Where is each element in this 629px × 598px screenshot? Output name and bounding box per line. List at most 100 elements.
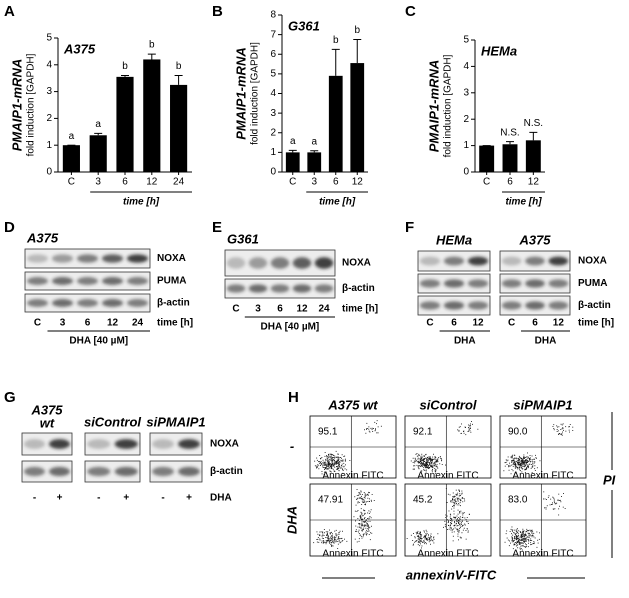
flow-dot [465,434,467,436]
flow-dot [515,463,516,465]
lane-label: - [97,493,100,504]
flow-dot [456,494,457,496]
flow-dot [524,536,525,538]
flow-dot [456,519,458,521]
flow-dot [524,546,526,547]
flow-dot [332,463,334,465]
flow-dot [458,504,460,506]
flow-dot [553,498,555,500]
flow-dot [520,548,522,550]
flow-dot [456,520,458,522]
flow-dot [518,459,520,461]
flow-dot [454,496,456,497]
flow-dot [355,530,356,532]
flow-dot [415,453,417,455]
flow-dot [467,521,469,523]
flow-dot [324,463,326,465]
flow-dot [360,490,362,492]
flow-dot [430,537,432,539]
flow-dot [449,526,451,528]
flow-dot [330,542,332,544]
flow-dot [336,466,337,467]
error-bar [94,132,103,136]
flow-dot [429,462,430,464]
plot-axis-label: Annexin FITC [512,471,573,482]
flow-dot [429,464,431,466]
flow-dot [414,536,416,538]
flow-dot [513,538,515,540]
flow-dot [421,541,423,543]
blot-strip [149,432,203,456]
flow-dot [528,466,529,467]
flow-dot [455,520,457,522]
blot-band [114,466,138,477]
flow-dot [517,541,519,543]
flow-dot [362,515,364,517]
flow-dot [362,528,364,530]
flow-dot [335,461,337,462]
flow-dot [329,538,330,540]
flow-dot [425,467,427,469]
flow-dot [520,542,522,544]
flow-dot [452,497,453,499]
flow-dot [450,520,451,521]
flow-dot [515,531,517,532]
bar [328,75,343,172]
flow-dot [328,463,329,465]
flow-dot [336,459,338,461]
flow-dot [361,518,363,520]
flow-dot [520,540,522,542]
flow-dot [321,471,323,472]
flow-dot [357,526,359,528]
flow-dot [519,548,521,550]
flow-dot [335,529,337,531]
flow-dot [519,457,521,459]
flow-dot [361,537,363,539]
flow-dot [427,463,429,465]
flow-dot [432,465,434,467]
flow-dot [316,457,318,459]
flow-dot [332,465,334,467]
flow-dot [356,541,358,543]
flow-dot [367,523,368,525]
flow-dot [368,430,370,432]
flow-dot [366,494,368,495]
flow-dot [450,527,452,529]
flow-dot [517,537,518,539]
flow-dot [467,531,469,533]
flow-dot [329,463,331,465]
flow-dot [356,498,358,500]
flow-dot [417,461,419,463]
flow-dot [454,525,456,527]
flow-dot [324,464,326,465]
flow-dot [321,542,323,544]
flow-dot [556,425,558,427]
flow-dot [521,534,523,535]
flow-dot [510,473,512,475]
flow-dot [329,542,330,544]
flow-dot [527,464,529,466]
flow-dot [314,465,316,467]
flow-dot [345,464,346,466]
flow-dot [523,463,525,465]
flow-dot [423,540,425,541]
flow-dot [516,458,518,460]
flow-dot [425,465,426,466]
flow-dot [555,503,557,505]
flow-dot [339,461,340,463]
flow-dot [341,454,343,456]
flow-dot [328,455,330,457]
flow-dot [458,503,460,504]
flow-dot [445,488,447,489]
flow-dot [367,518,368,519]
flow-dot [361,514,363,516]
flow-dot [471,421,472,422]
flow-dot [333,464,335,466]
flow-dot [516,539,518,541]
flow-dot [431,466,433,467]
flow-dot [536,531,538,533]
flow-dot [522,460,524,462]
flow-dot [516,467,518,469]
flow-dot [529,458,530,459]
flow-dot [431,459,432,461]
